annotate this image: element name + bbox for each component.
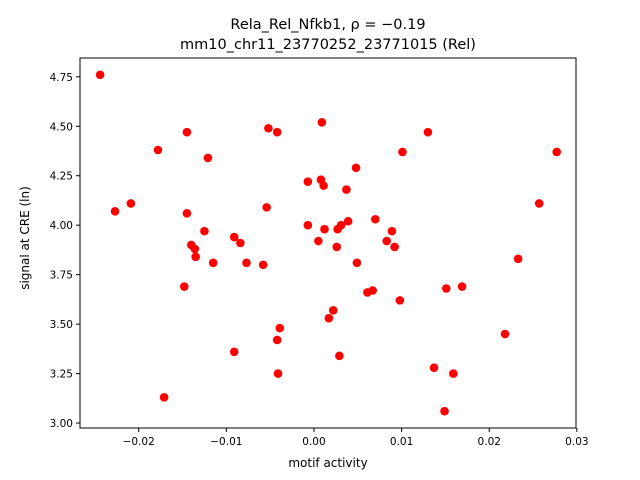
data-point-2 [126, 199, 136, 208]
y-tick-label-1: 3.25 [50, 369, 73, 381]
data-point-24 [275, 323, 285, 333]
data-point-52 [440, 406, 449, 416]
chart-title-line-2: mm10_chr11_23770252_23771015 (Rel) [180, 37, 476, 53]
x-axis-label: motif activity [288, 456, 367, 470]
data-point-12 [203, 153, 213, 163]
data-point-31 [320, 224, 329, 234]
y-axis-label: signal at CRE (ln) [18, 186, 32, 290]
y-tick-label-0: 3.00 [50, 418, 73, 430]
x-tick-label-4: 0.02 [478, 436, 501, 448]
data-point-36 [335, 351, 344, 361]
data-point-26 [303, 220, 313, 230]
x-tick-label-0: −0.02 [123, 436, 155, 448]
y-tick-label-3: 3.75 [50, 270, 73, 282]
data-point-55 [457, 282, 467, 291]
x-tick-label-3: 0.01 [390, 436, 413, 448]
data-point-5 [179, 282, 189, 291]
data-point-10 [191, 252, 200, 262]
data-point-27 [314, 236, 323, 246]
y-tick-label-6: 4.50 [50, 121, 73, 133]
data-point-34 [332, 242, 342, 252]
data-point-44 [371, 214, 380, 224]
data-point-21 [272, 127, 282, 137]
data-point-15 [229, 347, 239, 357]
y-tick-label-7: 4.75 [50, 72, 73, 84]
data-point-53 [442, 284, 451, 293]
data-point-6 [182, 127, 192, 137]
data-point-25 [303, 177, 313, 186]
chart-title-line-1: Rela_Rel_Nfkb1, ρ = −0.19 [230, 17, 425, 33]
data-point-40 [351, 163, 361, 173]
data-point-43 [368, 286, 377, 295]
data-point-56 [500, 329, 510, 339]
data-point-46 [387, 226, 397, 236]
y-tick-label-2: 3.50 [50, 319, 73, 331]
data-points [95, 70, 562, 416]
data-point-39 [343, 216, 353, 226]
data-point-41 [352, 258, 362, 268]
data-point-3 [153, 145, 163, 155]
data-point-30 [319, 181, 328, 190]
data-point-33 [328, 305, 338, 315]
data-point-37 [336, 220, 346, 230]
data-point-48 [395, 296, 405, 305]
data-point-58 [534, 199, 544, 208]
data-point-32 [324, 313, 334, 323]
data-point-19 [262, 203, 271, 212]
data-point-18 [258, 260, 268, 270]
data-point-14 [229, 232, 239, 242]
data-point-45 [382, 236, 392, 246]
data-point-51 [429, 363, 439, 372]
data-point-57 [513, 254, 523, 264]
data-point-9 [190, 244, 200, 254]
y-axis-ticks: 3.00 3.25 3.50 3.75 4.00 4.25 4.50 4.75 [50, 72, 80, 430]
data-point-50 [423, 127, 433, 137]
x-tick-label-1: −0.01 [210, 436, 242, 448]
x-tick-label-2: 0.00 [302, 436, 325, 448]
data-point-11 [200, 226, 209, 236]
data-point-29 [317, 118, 327, 127]
data-point-54 [449, 369, 458, 378]
data-point-16 [236, 238, 245, 248]
plot-area-frame [79, 57, 577, 429]
data-point-22 [272, 335, 282, 345]
data-point-17 [242, 258, 251, 268]
data-point-49 [398, 147, 407, 157]
data-point-23 [273, 369, 283, 378]
data-point-0 [95, 70, 105, 80]
data-point-7 [182, 209, 192, 218]
y-tick-label-5: 4.25 [50, 171, 73, 183]
x-axis-ticks: −0.02 −0.01 0.00 0.01 0.02 0.03 [123, 428, 589, 448]
data-point-13 [208, 258, 218, 268]
data-point-4 [159, 393, 169, 402]
data-point-38 [342, 185, 351, 194]
data-point-47 [390, 242, 399, 252]
data-point-20 [264, 123, 273, 133]
data-point-1 [110, 207, 120, 216]
x-tick-label-5: 0.03 [565, 436, 588, 448]
data-point-59 [552, 147, 562, 157]
y-tick-label-4: 4.00 [50, 220, 73, 232]
